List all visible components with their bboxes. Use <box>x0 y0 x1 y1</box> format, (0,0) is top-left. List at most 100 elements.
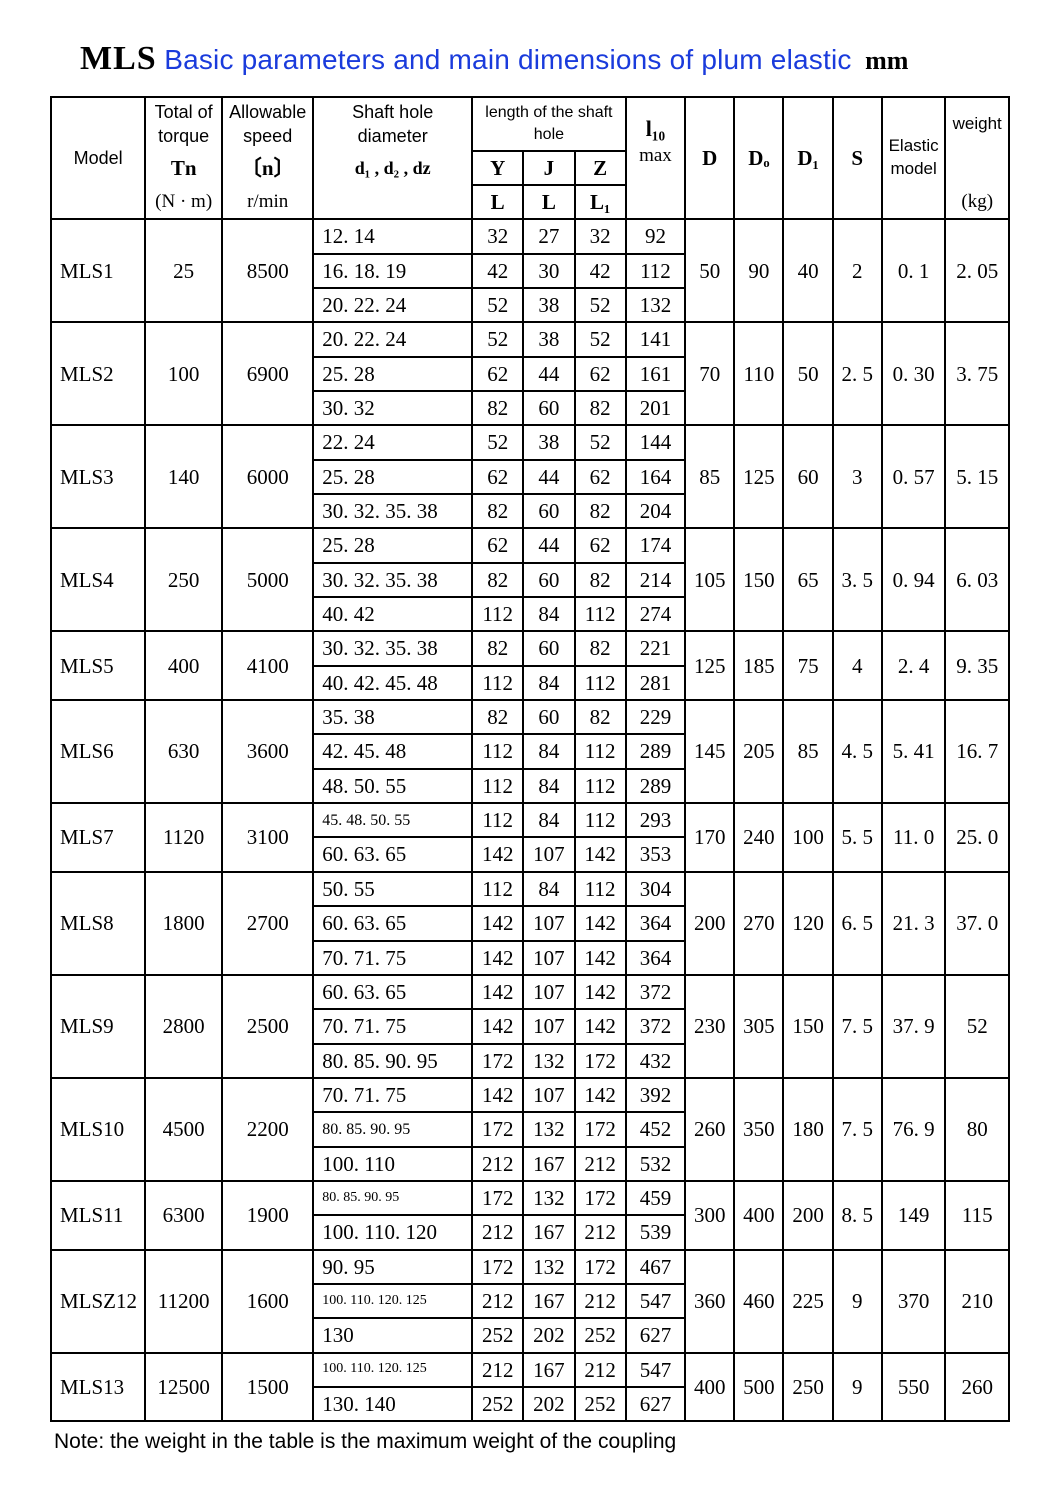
cell-weight: 52 <box>945 975 1009 1078</box>
cell-D: 360 <box>685 1250 734 1353</box>
cell-speed: 5000 <box>222 528 313 631</box>
cell-Do: 400 <box>734 1181 783 1250</box>
table-row: MLSZ1211200160090. 951721321724673604602… <box>51 1250 1009 1284</box>
cell-torque: 250 <box>145 528 222 631</box>
cell-torque: 6300 <box>145 1181 222 1250</box>
cell-y: 212 <box>472 1147 523 1181</box>
cell-z: 142 <box>575 1009 626 1043</box>
cell-lto: 353 <box>626 837 685 871</box>
cell-Di: 50 <box>783 322 832 425</box>
cell-Di: 65 <box>783 528 832 631</box>
table-row: MLS81800270050. 55112841123042002701206.… <box>51 872 1009 906</box>
cell-torque: 400 <box>145 631 222 700</box>
cell-j: 202 <box>523 1387 574 1421</box>
cell-model: MLS2 <box>51 322 145 425</box>
cell-speed: 1600 <box>222 1250 313 1353</box>
hdr-S: S <box>833 97 882 219</box>
cell-shaft: 60. 63. 65 <box>313 837 472 871</box>
cell-D: 85 <box>685 425 734 528</box>
cell-lto: 229 <box>626 700 685 734</box>
hdr-elastic: Elastic model <box>882 97 946 219</box>
cell-torque: 100 <box>145 322 222 425</box>
spec-table: Model Total of torque Allowable speed Sh… <box>50 96 1010 1422</box>
cell-D: 50 <box>685 219 734 322</box>
cell-j: 84 <box>523 597 574 631</box>
cell-y: 52 <box>472 425 523 459</box>
cell-z: 82 <box>575 494 626 528</box>
cell-weight: 3. 75 <box>945 322 1009 425</box>
cell-shaft: 130 <box>313 1318 472 1352</box>
hdr-Do: Dₒ <box>734 97 783 219</box>
cell-D: 170 <box>685 803 734 872</box>
cell-y: 112 <box>472 734 523 768</box>
cell-elastic: 0. 94 <box>882 528 946 631</box>
cell-S: 9 <box>833 1353 882 1422</box>
cell-lto: 304 <box>626 872 685 906</box>
cell-z: 252 <box>575 1387 626 1421</box>
cell-elastic: 37. 9 <box>882 975 946 1078</box>
cell-y: 82 <box>472 631 523 665</box>
cell-shaft: 100. 110. 120 <box>313 1215 472 1249</box>
cell-lto: 364 <box>626 941 685 975</box>
cell-D: 260 <box>685 1078 734 1181</box>
cell-z: 212 <box>575 1284 626 1318</box>
cell-model: MLS1 <box>51 219 145 322</box>
cell-shaft: 50. 55 <box>313 872 472 906</box>
cell-Do: 205 <box>734 700 783 803</box>
cell-shaft: 70. 71. 75 <box>313 1078 472 1112</box>
cell-z: 212 <box>575 1353 626 1387</box>
cell-z: 82 <box>575 391 626 425</box>
cell-shaft: 22. 24 <box>313 425 472 459</box>
cell-speed: 8500 <box>222 219 313 322</box>
cell-j: 44 <box>523 460 574 494</box>
cell-y: 112 <box>472 803 523 837</box>
cell-Di: 120 <box>783 872 832 975</box>
hdr-weight-gap <box>945 151 1009 185</box>
cell-lto: 144 <box>626 425 685 459</box>
cell-z: 62 <box>575 460 626 494</box>
cell-z: 212 <box>575 1215 626 1249</box>
cell-speed: 3100 <box>222 803 313 872</box>
cell-torque: 11200 <box>145 1250 222 1353</box>
hdr-model: Model <box>51 97 145 219</box>
cell-lto: 532 <box>626 1147 685 1181</box>
cell-z: 82 <box>575 563 626 597</box>
cell-S: 6. 5 <box>833 872 882 975</box>
cell-weight: 16. 7 <box>945 700 1009 803</box>
cell-lto: 164 <box>626 460 685 494</box>
cell-z: 52 <box>575 322 626 356</box>
cell-j: 27 <box>523 219 574 253</box>
cell-Di: 100 <box>783 803 832 872</box>
cell-Do: 305 <box>734 975 783 1078</box>
cell-Di: 225 <box>783 1250 832 1353</box>
cell-j: 60 <box>523 700 574 734</box>
cell-elastic: 11. 0 <box>882 803 946 872</box>
cell-Do: 500 <box>734 1353 783 1422</box>
cell-Do: 270 <box>734 872 783 975</box>
cell-torque: 25 <box>145 219 222 322</box>
cell-j: 132 <box>523 1181 574 1215</box>
cell-lto: 161 <box>626 357 685 391</box>
cell-lto: 293 <box>626 803 685 837</box>
cell-j: 84 <box>523 769 574 803</box>
page-title: MLS Basic parameters and main dimensions… <box>50 40 1010 78</box>
cell-z: 142 <box>575 1078 626 1112</box>
cell-z: 42 <box>575 254 626 288</box>
cell-y: 112 <box>472 597 523 631</box>
cell-lto: 392 <box>626 1078 685 1112</box>
cell-Di: 250 <box>783 1353 832 1422</box>
cell-speed: 2200 <box>222 1078 313 1181</box>
cell-lto: 627 <box>626 1387 685 1421</box>
cell-z: 172 <box>575 1044 626 1078</box>
cell-Do: 185 <box>734 631 783 700</box>
cell-j: 107 <box>523 906 574 940</box>
cell-j: 107 <box>523 1009 574 1043</box>
cell-y: 142 <box>472 906 523 940</box>
cell-speed: 3600 <box>222 700 313 803</box>
cell-shaft: 100. 110. 120. 125 <box>313 1353 472 1387</box>
cell-z: 112 <box>575 734 626 768</box>
hdr-shaft-sym: d₁ , d₂ , dz <box>313 151 472 185</box>
cell-shaft: 100. 110. 120. 125 <box>313 1284 472 1318</box>
cell-j: 202 <box>523 1318 574 1352</box>
cell-Do: 110 <box>734 322 783 425</box>
